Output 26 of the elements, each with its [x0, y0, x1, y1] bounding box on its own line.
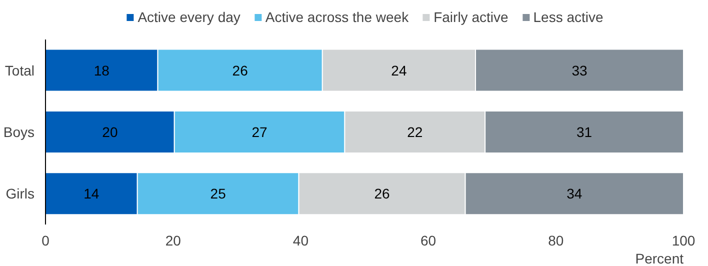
data-label: 14 — [84, 186, 100, 202]
legend-label: Fairly active — [434, 9, 508, 25]
legend-label: Less active — [533, 9, 604, 25]
x-tick-label: 80 — [548, 232, 564, 248]
data-label: 26 — [232, 62, 248, 78]
data-label: 34 — [566, 186, 582, 202]
x-tick-label: 100 — [672, 232, 696, 248]
data-label: 26 — [374, 186, 390, 202]
data-label: 25 — [210, 186, 226, 202]
legend-label: Active every day — [138, 9, 240, 25]
x-tick-label: 20 — [165, 232, 182, 248]
x-tick-label: 0 — [42, 232, 50, 248]
x-axis-title: Percent — [635, 250, 684, 266]
data-label: 27 — [252, 124, 268, 140]
data-label: 20 — [102, 124, 118, 140]
x-tick-label: 40 — [292, 232, 309, 248]
y-tick-label: Total — [4, 62, 35, 78]
data-label: 18 — [94, 62, 110, 78]
y-tick-label: Girls — [6, 186, 35, 202]
y-tick-label: Boys — [3, 124, 34, 140]
legend-label: Active across the week — [265, 9, 409, 25]
data-label: 31 — [576, 124, 592, 140]
data-label: 33 — [572, 62, 588, 78]
data-label: 22 — [407, 124, 423, 140]
data-label: 24 — [391, 62, 407, 78]
x-tick-label: 60 — [420, 232, 436, 248]
